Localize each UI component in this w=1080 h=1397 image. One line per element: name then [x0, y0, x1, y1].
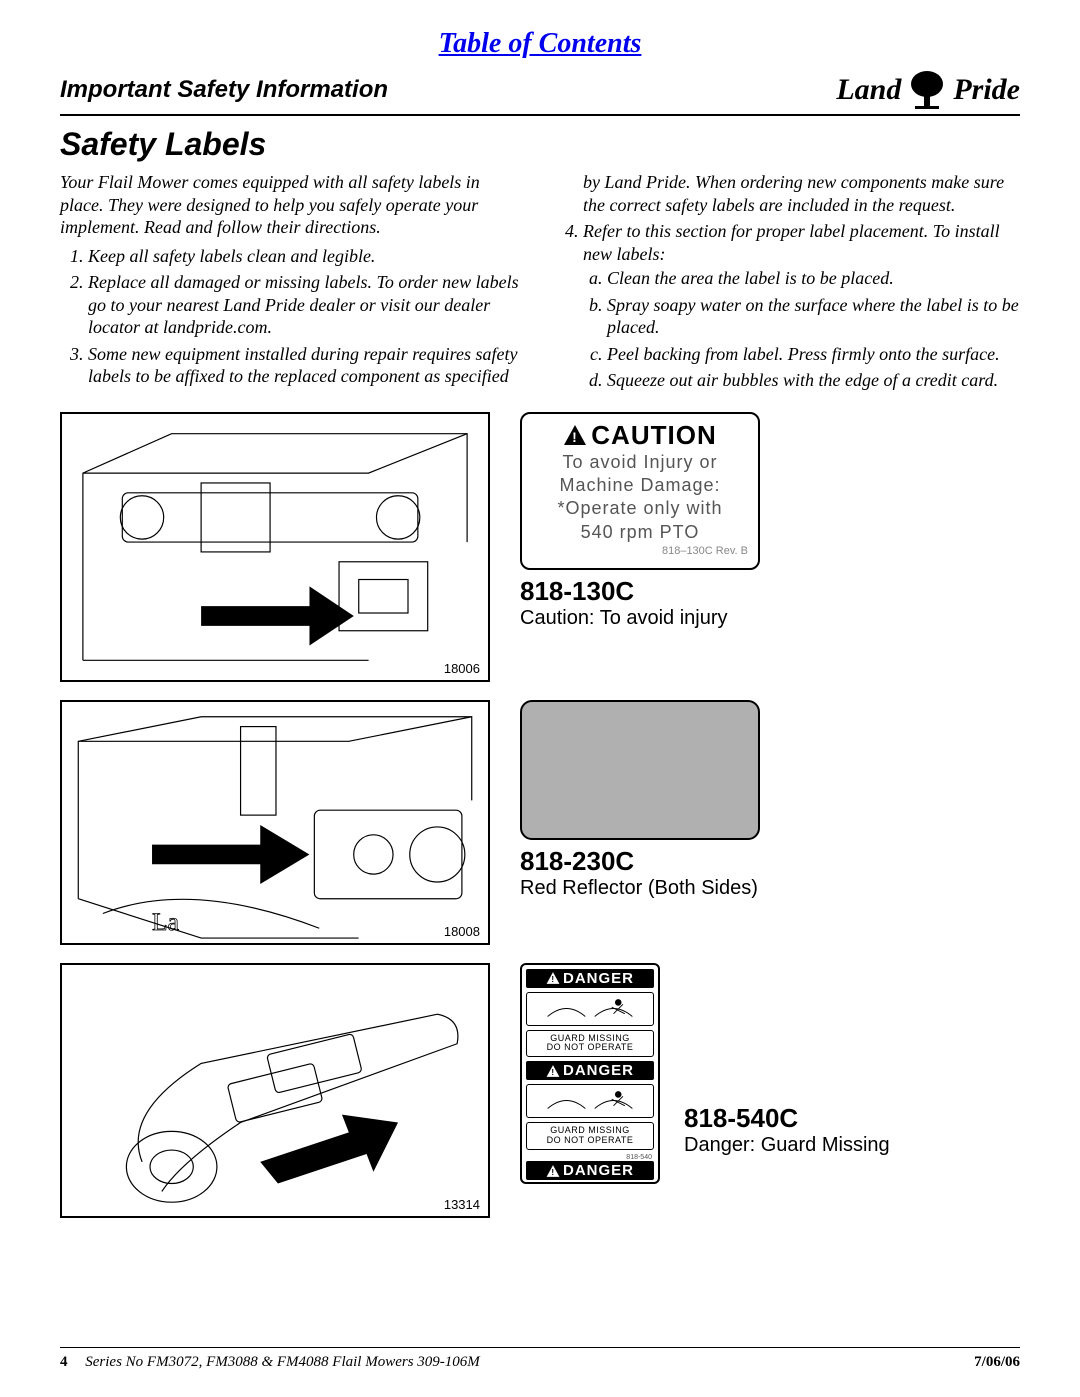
- diagram-number: 18008: [444, 924, 480, 939]
- danger-word: DANGER: [563, 970, 634, 987]
- figures-area: 18006 ! CAUTION To avoid Injury or Machi…: [60, 412, 1020, 1218]
- caution-line: *Operate only with: [532, 497, 748, 520]
- danger-word: DANGER: [563, 1162, 634, 1179]
- warning-triangle-icon: !: [546, 1064, 560, 1078]
- logo-text-right: Pride: [953, 73, 1020, 107]
- caution-line: Machine Damage:: [532, 474, 748, 497]
- placement-diagram-3: 13314: [60, 963, 490, 1218]
- intro-paragraph: Your Flail Mower comes equipped with all…: [60, 171, 525, 239]
- danger-pictogram: [526, 1084, 654, 1118]
- figure-row-3: 13314 ! DANGER GUARD MISSING DO NOT OPER…: [60, 963, 1020, 1218]
- caution-label: ! CAUTION To avoid Injury or Machine Dam…: [520, 412, 760, 571]
- svg-text:!: !: [572, 429, 578, 445]
- sublist-item: Peel backing from label. Press firmly on…: [607, 343, 1020, 366]
- label-detail-3: ! DANGER GUARD MISSING DO NOT OPERATE ! …: [520, 963, 1020, 1185]
- danger-label: ! DANGER GUARD MISSING DO NOT OPERATE ! …: [520, 963, 660, 1185]
- logo-text-left: Land: [836, 73, 901, 107]
- caution-line: To avoid Injury or: [532, 451, 748, 474]
- list-item: Refer to this section for proper label p…: [583, 220, 1020, 392]
- svg-text:!: !: [551, 1168, 554, 1177]
- warning-triangle-icon: !: [563, 423, 587, 447]
- page-number: 4: [60, 1354, 68, 1370]
- body-text: Your Flail Mower comes equipped with all…: [60, 171, 1020, 392]
- danger-bar: ! DANGER: [526, 1161, 654, 1180]
- tree-icon: [905, 68, 949, 112]
- reflector-label: [520, 700, 760, 840]
- list-item: Keep all safety labels clean and legible…: [88, 245, 525, 268]
- caution-word: CAUTION: [591, 420, 716, 451]
- guard-text: DO NOT OPERATE: [529, 1136, 651, 1146]
- diagram-number: 18006: [444, 661, 480, 676]
- section-header: Important Safety Information: [60, 76, 388, 104]
- page-footer: 4 Series No FM3072, FM3088 & FM4088 Flai…: [60, 1347, 1020, 1371]
- danger-word: DANGER: [563, 1062, 634, 1079]
- placement-diagram-2: La 18008: [60, 700, 490, 945]
- sublist-item: Spray soapy water on the surface where t…: [607, 294, 1020, 339]
- danger-text-box: GUARD MISSING DO NOT OPERATE: [526, 1122, 654, 1150]
- sublist-item: Squeeze out air bubbles with the edge of…: [607, 369, 1020, 392]
- part-number: 818-540C: [684, 1103, 890, 1134]
- placement-diagram-1: 18006: [60, 412, 490, 682]
- guard-text: DO NOT OPERATE: [529, 1043, 651, 1053]
- part-description: Red Reflector (Both Sides): [520, 877, 1020, 900]
- caution-sub: 818–130C Rev. B: [532, 544, 748, 558]
- toc-link[interactable]: Table of Contents: [60, 28, 1020, 60]
- footer-doc-info: Series No FM3072, FM3088 & FM4088 Flail …: [85, 1354, 480, 1370]
- danger-pictogram: [526, 992, 654, 1026]
- sublist-item: Clean the area the label is to be placed…: [607, 267, 1020, 290]
- label-detail-2: 818-230C Red Reflector (Both Sides): [520, 700, 1020, 900]
- page-title: Safety Labels: [60, 126, 1020, 163]
- brand-logo: Land Pride: [836, 68, 1020, 112]
- part-description: Danger: Guard Missing: [684, 1134, 890, 1157]
- label-detail-1: ! CAUTION To avoid Injury or Machine Dam…: [520, 412, 1020, 631]
- diagram-number: 13314: [444, 1197, 480, 1212]
- footer-date: 7/06/06: [974, 1354, 1020, 1371]
- danger-partref: 818-540: [526, 1154, 654, 1161]
- danger-bar: ! DANGER: [526, 969, 654, 988]
- svg-text:!: !: [551, 975, 554, 984]
- part-description: Caution: To avoid injury: [520, 607, 1020, 630]
- figure-row-2: La 18008 818-230C Red Reflector (Both Si…: [60, 700, 1020, 945]
- warning-triangle-icon: !: [546, 1164, 560, 1178]
- part-number: 818-130C: [520, 576, 1020, 607]
- svg-text:!: !: [551, 1068, 554, 1077]
- danger-bar: ! DANGER: [526, 1061, 654, 1080]
- svg-text:La: La: [152, 907, 179, 936]
- part-number: 818-230C: [520, 846, 1020, 877]
- figure-row-1: 18006 ! CAUTION To avoid Injury or Machi…: [60, 412, 1020, 682]
- list-item-text: Refer to this section for proper label p…: [583, 221, 1000, 264]
- caution-line: 540 rpm PTO: [532, 521, 748, 544]
- danger-text-box: GUARD MISSING DO NOT OPERATE: [526, 1030, 654, 1058]
- header-row: Important Safety Information Land Pride: [60, 68, 1020, 116]
- list-item: Replace all damaged or missing labels. T…: [88, 271, 525, 339]
- warning-triangle-icon: !: [546, 971, 560, 985]
